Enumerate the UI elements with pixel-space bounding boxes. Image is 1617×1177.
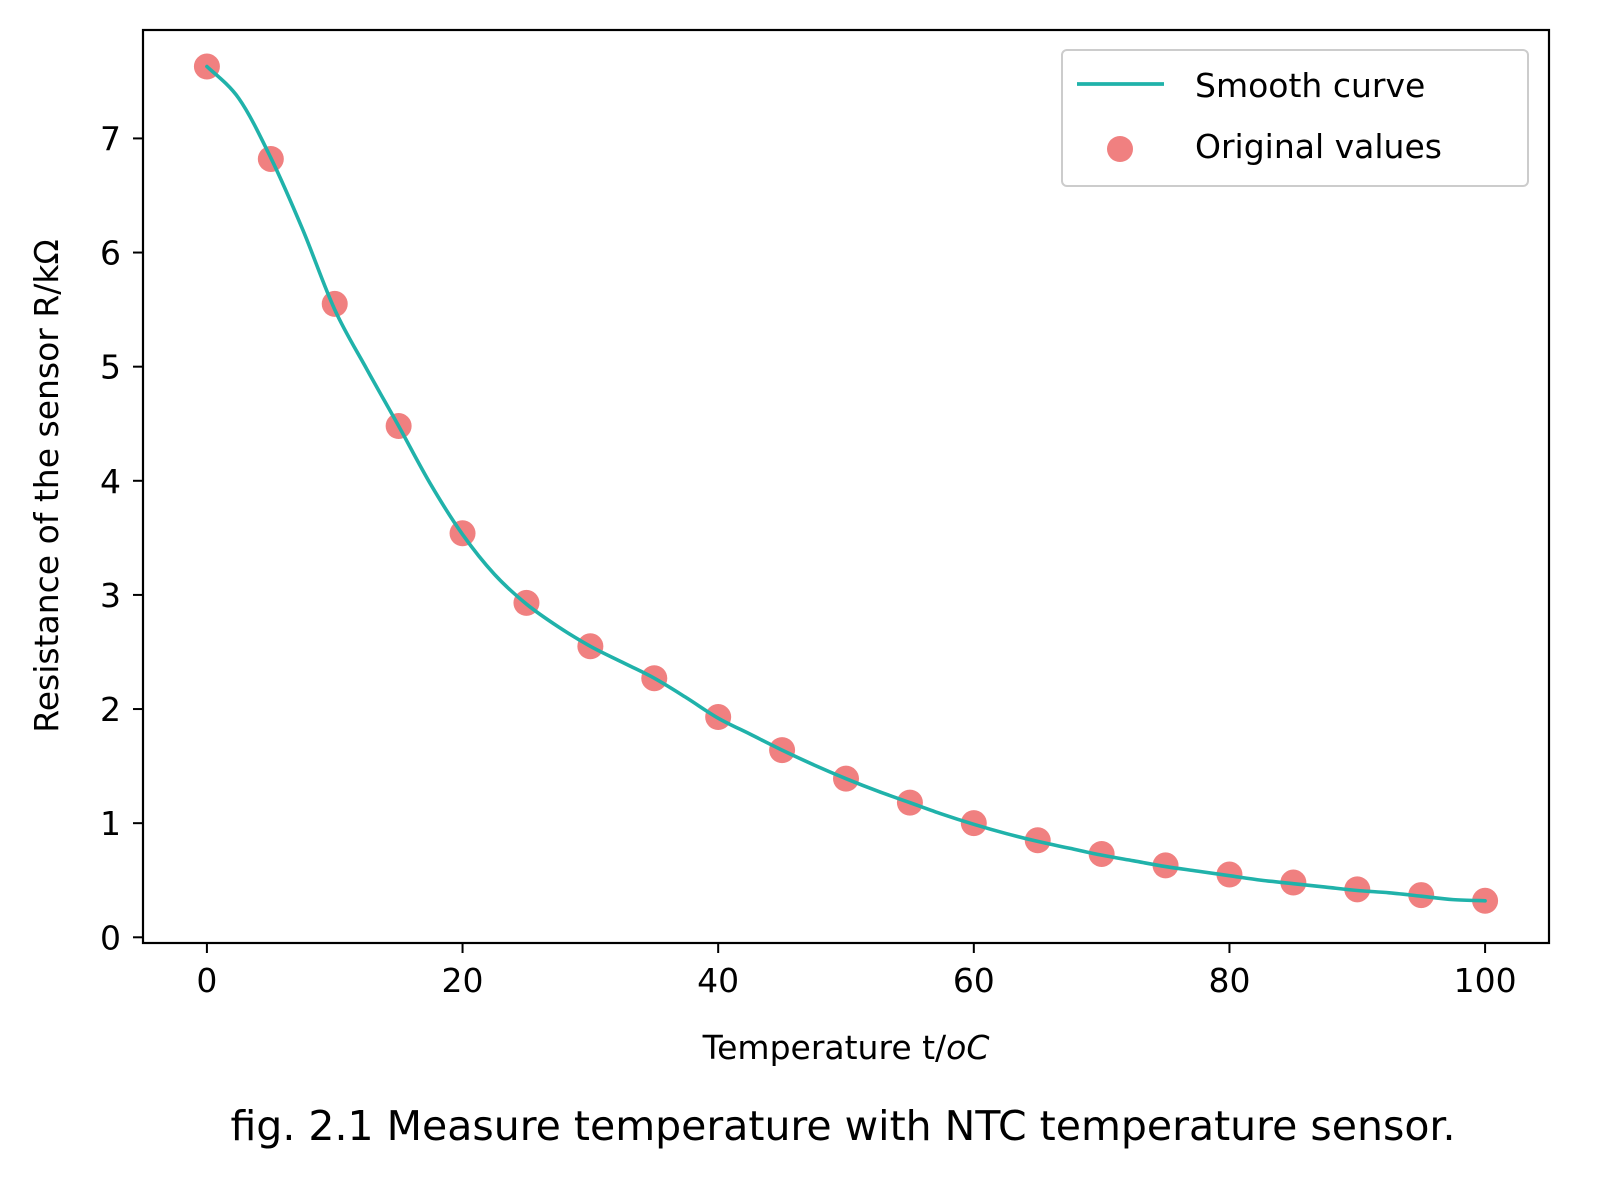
legend-label-smooth-curve: Smooth curve	[1195, 66, 1425, 105]
x-axis-label: Temperature t/oC	[702, 1028, 990, 1067]
legend-dot-swatch	[1107, 136, 1133, 162]
figure-caption: fig. 2.1 Measure temperature with NTC te…	[230, 1102, 1455, 1150]
x-tick-label: 100	[1454, 961, 1517, 1000]
series-layer	[193, 53, 1499, 914]
y-tick-label: 1	[100, 804, 121, 843]
y-axis-ticks: 0 1 2 3 4 5 6 7	[100, 119, 143, 957]
y-tick-label: 3	[100, 576, 121, 615]
x-axis-unit: oC	[946, 1028, 989, 1067]
smooth-curve-line	[205, 64, 1487, 903]
y-tick-label: 7	[100, 119, 121, 158]
legend-box	[1061, 49, 1529, 187]
y-tick-label: 4	[100, 462, 121, 501]
x-tick-label: 0	[196, 961, 217, 1000]
x-tick-label: 40	[697, 961, 739, 1000]
x-tick-label: 60	[953, 961, 995, 1000]
x-tick-label: 80	[1208, 961, 1250, 1000]
y-axis-label: Resistance of the sensor R/kΩ	[27, 239, 66, 733]
y-tick-label: 2	[100, 690, 121, 729]
y-tick-label: 6	[100, 234, 121, 273]
y-tick-label: 5	[100, 348, 121, 387]
x-tick-label: 20	[442, 961, 484, 1000]
x-axis-ticks: 0 20 40 60 80 100	[196, 943, 1517, 1000]
legend: Smooth curve Original values	[1061, 49, 1529, 187]
y-tick-label: 0	[100, 918, 121, 957]
legend-label-original-values: Original values	[1195, 127, 1442, 166]
